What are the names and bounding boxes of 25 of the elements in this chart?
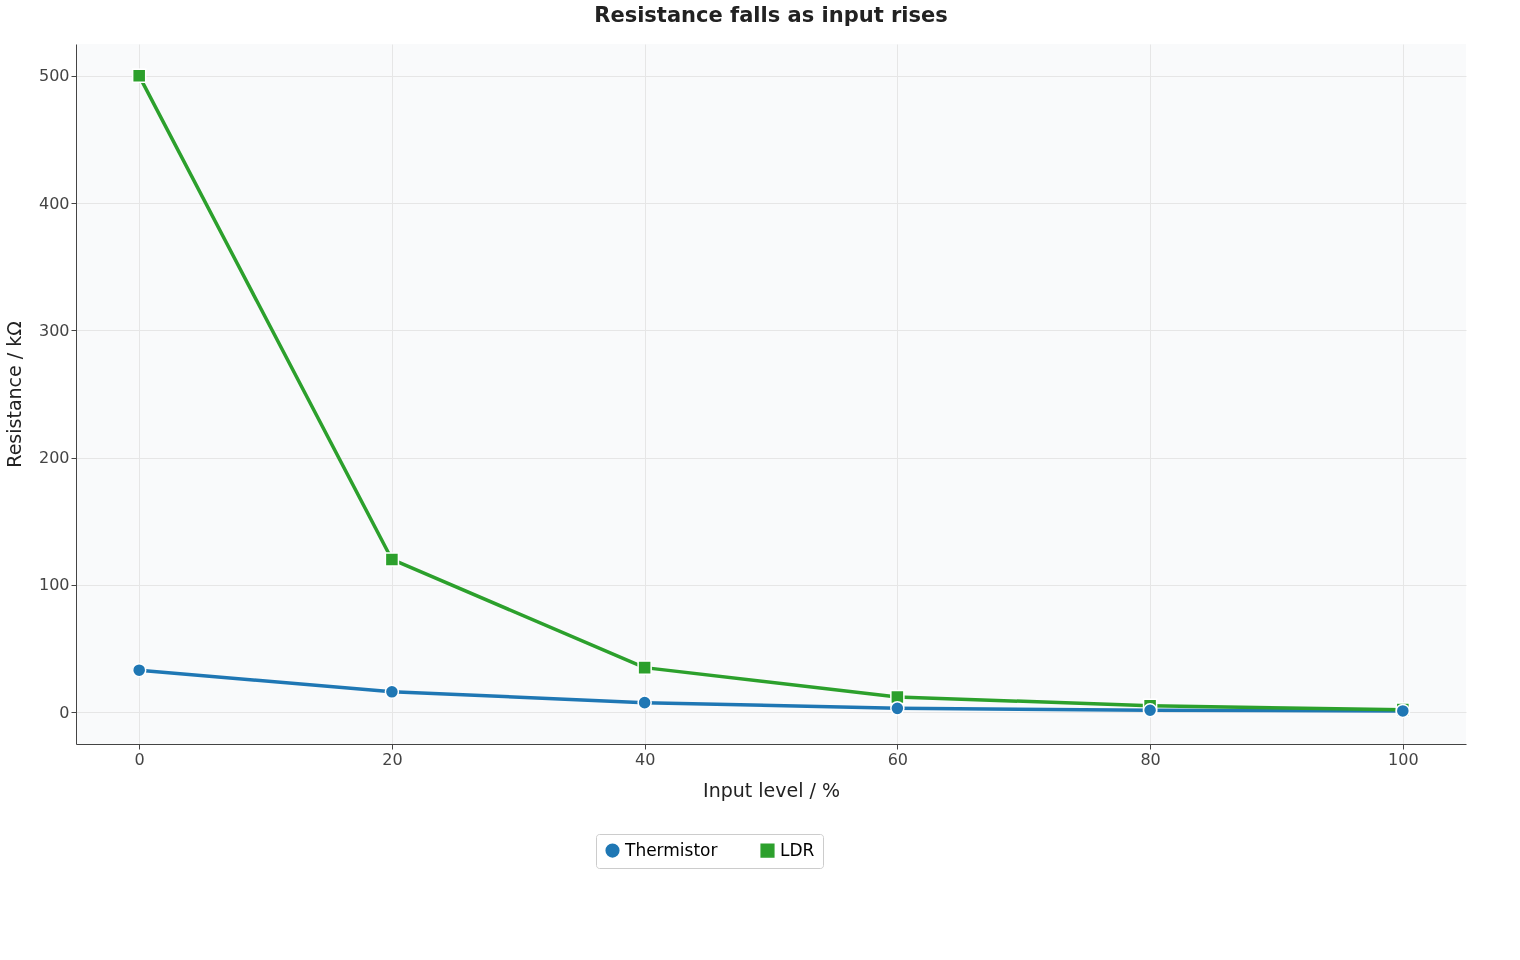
chart-title: Resistance falls as input rises: [594, 3, 948, 27]
x-tick-label: 40: [634, 749, 656, 769]
point: [384, 552, 400, 567]
point: [890, 701, 905, 716]
x-tick-label: 0: [134, 749, 145, 769]
legend-label: Thermistor: [624, 839, 718, 860]
y-tick-label: 0: [59, 702, 70, 722]
point: [637, 695, 652, 710]
point: [131, 662, 147, 678]
point: [637, 660, 652, 675]
y-tick-label: 200: [38, 448, 70, 468]
y-tick-label: 400: [38, 193, 70, 213]
point: [1142, 703, 1158, 718]
x-tick-label: 100: [1388, 749, 1419, 769]
legend-label: LDR: [780, 839, 815, 860]
point: [131, 68, 147, 84]
point: [384, 684, 400, 700]
y-tick-label: 500: [38, 66, 70, 86]
x-axis-title: Input level / %: [703, 778, 840, 801]
y-tick-label: 300: [38, 320, 70, 340]
y-tick-label: 100: [38, 575, 70, 595]
x-tick-label: 80: [1140, 749, 1161, 769]
x-tick-label: 20: [382, 749, 403, 769]
x-tick-label: 60: [887, 749, 909, 769]
y-axis-title: Resistance / kΩ: [2, 321, 25, 468]
